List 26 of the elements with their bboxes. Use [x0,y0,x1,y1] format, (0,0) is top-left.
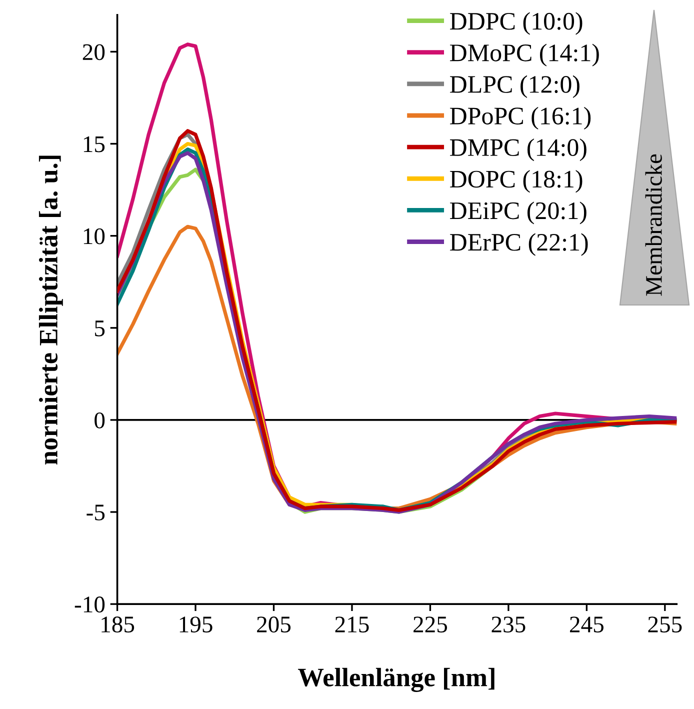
legend-label: DDPC (10:0) [450,12,582,35]
y-tick-label: 10 [84,228,105,244]
x-tick-label: 205 [257,616,291,632]
x-tick-label: 185 [102,616,134,632]
x-tick-label: 215 [335,616,369,632]
y-tick-label: 20 [82,44,105,60]
legend-label: DMoPC (14:1) [450,44,599,66]
legend-label: DMPC (14:0) [450,138,586,162]
x-axis-title: Wellenlänge [nm] [298,668,494,692]
y-tick-label: 0 [94,412,105,428]
x-tick-label: 235 [492,616,526,632]
y-axis-title: normierte Elliptizität [a. u.] [38,156,63,464]
x-tick-label: 195 [180,616,212,632]
legend-label: DErPC (22:1) [450,233,588,256]
y-tick-label: -5 [86,504,105,520]
annotation: Membrandicke [645,154,662,296]
y-tick-label: -10 [74,596,105,612]
legend-label: DLPC (12:0) [450,75,580,98]
legend-label: DPoPC (16:1) [450,106,591,130]
legend-label: DEiPC (20:1) [450,202,586,224]
x-tick-label: 245 [570,616,604,632]
y-tick-label: 5 [95,320,105,336]
x-tick-label: 255 [648,616,682,632]
y-tick-label: 15 [84,136,105,152]
x-tick-label: 225 [414,616,448,632]
legend-label: DOPC (18:1) [450,170,582,193]
